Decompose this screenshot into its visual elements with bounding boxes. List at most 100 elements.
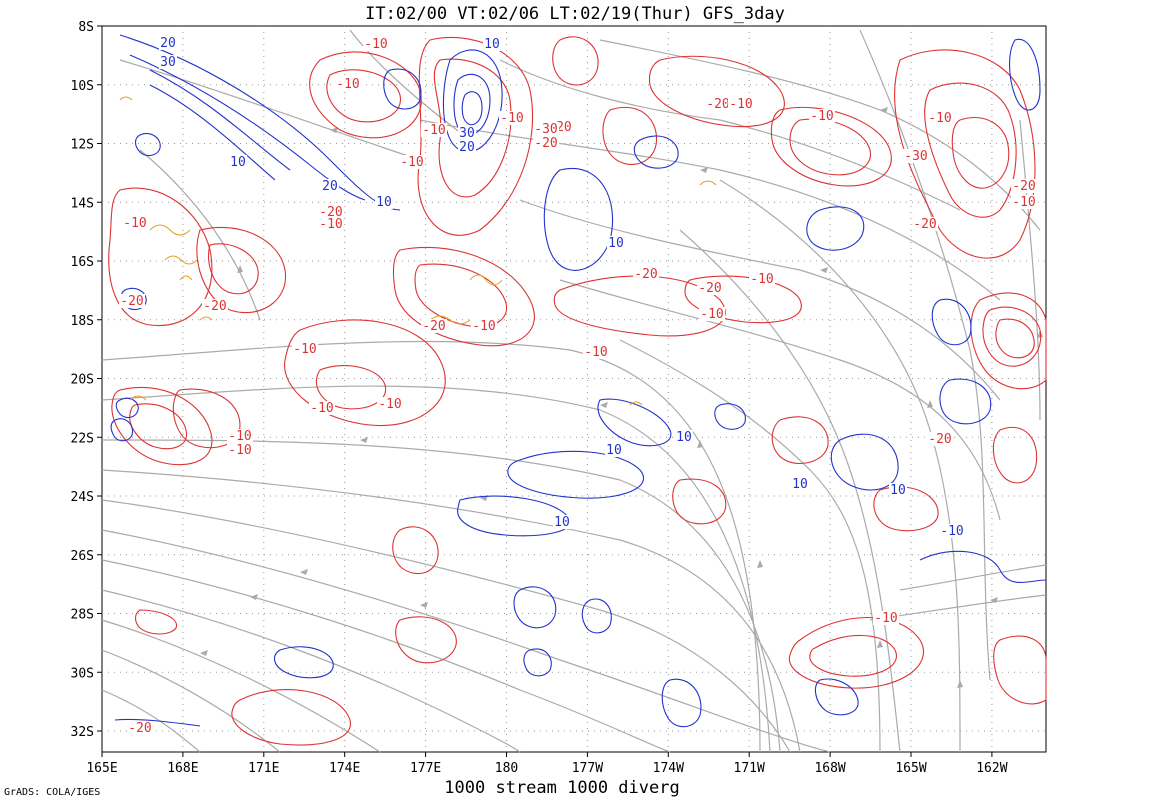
contour-label: -10 bbox=[584, 345, 607, 360]
longitude-label: 171E bbox=[248, 761, 279, 776]
contour-label-bg bbox=[809, 109, 835, 123]
contour-label: -20 bbox=[203, 299, 226, 314]
latitude-label: 22S bbox=[71, 431, 94, 446]
contour-label: -10 bbox=[310, 401, 333, 416]
contour-label: -10 bbox=[500, 111, 523, 126]
contour-label: -10 bbox=[123, 216, 146, 231]
latitude-label: 14S bbox=[71, 196, 94, 211]
contour-label: -10 bbox=[364, 37, 387, 52]
contour-label: -20 bbox=[422, 319, 445, 334]
contour-label: -10 bbox=[293, 342, 316, 357]
latitude-label: 30S bbox=[71, 666, 94, 681]
contour-label-bg bbox=[363, 37, 389, 51]
contour-label-bg bbox=[499, 111, 525, 125]
contour-label: -20 bbox=[706, 97, 729, 112]
contour-label: -20 bbox=[534, 136, 557, 151]
contour-label-bg bbox=[697, 281, 723, 295]
contour-label-bg bbox=[927, 111, 953, 125]
contour-label-bg bbox=[122, 216, 148, 230]
contour-label-bg bbox=[927, 432, 953, 446]
contour-label: 10 bbox=[554, 515, 570, 530]
contour-label: 10 bbox=[676, 430, 692, 445]
latitude-label: 8S bbox=[78, 20, 94, 35]
contour-label-bg bbox=[533, 136, 559, 150]
streamlines bbox=[101, 29, 1047, 753]
longitude-label: 174E bbox=[329, 761, 360, 776]
longitude-label: 174W bbox=[653, 761, 684, 776]
contour-label-bg bbox=[939, 524, 965, 538]
contour-label-bg bbox=[318, 205, 344, 219]
longitude-label: 168E bbox=[167, 761, 198, 776]
contour-label-bg bbox=[377, 397, 403, 411]
contour-label: -10 bbox=[928, 111, 951, 126]
contour-label-bg bbox=[227, 429, 253, 443]
plot-frame bbox=[101, 25, 1047, 753]
contour-label: -10 bbox=[1012, 195, 1035, 210]
contour-label: 10 bbox=[484, 37, 500, 52]
contour-label-bg bbox=[335, 77, 361, 91]
contour-label-bg bbox=[318, 217, 344, 231]
contour-label: -10 bbox=[422, 123, 445, 138]
contour-label: -20 bbox=[928, 432, 951, 447]
contour-label: 10 bbox=[608, 236, 624, 251]
longitude-label: 177E bbox=[410, 761, 441, 776]
contour-label: -10 bbox=[472, 319, 495, 334]
contour-label: -10 bbox=[336, 77, 359, 92]
contour-label-bg bbox=[471, 319, 497, 333]
contour-label-bg bbox=[699, 307, 725, 321]
latitude-label: 26S bbox=[71, 549, 94, 564]
contour-label: -10 bbox=[810, 109, 833, 124]
positive-divergence-contours bbox=[110, 34, 1047, 728]
contour-label: -20 bbox=[1012, 179, 1035, 194]
longitude-label: 177W bbox=[572, 761, 603, 776]
contour-label: 10 bbox=[890, 483, 906, 498]
longitude-label: 180 bbox=[495, 761, 518, 776]
contour-label-bg bbox=[728, 97, 754, 111]
contour-label-bg bbox=[1011, 179, 1037, 193]
longitude-label: 162W bbox=[976, 761, 1007, 776]
contour-label: -10 bbox=[228, 443, 251, 458]
contour-label-bg bbox=[903, 149, 929, 163]
contour-label-bg bbox=[421, 319, 447, 333]
contour-label: -20 bbox=[913, 217, 936, 232]
contour-label: 30 bbox=[459, 126, 475, 141]
contour-label-bg bbox=[675, 430, 693, 444]
latitude-label: 10S bbox=[71, 79, 94, 94]
contour-label-bg bbox=[375, 195, 393, 209]
contour-label: -30 bbox=[904, 149, 927, 164]
longitude-label: 165W bbox=[895, 761, 926, 776]
contour-label: -10 bbox=[750, 272, 773, 287]
negative-divergence-contours bbox=[108, 36, 1047, 746]
latitude-label: 20S bbox=[71, 373, 94, 388]
longitude-label: 171W bbox=[734, 761, 765, 776]
contour-label-bg bbox=[421, 123, 447, 137]
contour-label-bg bbox=[791, 477, 809, 491]
contour-label: -20 bbox=[319, 205, 342, 220]
contour-label-bg bbox=[749, 272, 775, 286]
contour-label-bg bbox=[458, 126, 476, 140]
contour-label-bg bbox=[533, 122, 559, 136]
software-credit: GrADS: COLA/IGES bbox=[4, 787, 100, 798]
map-caption: 1000 stream 1000 diverg bbox=[444, 778, 679, 798]
longitude-axis: 165E 168E 171E 174E 177E 180 177W 174W 171W 168W 1… bbox=[86, 752, 1008, 776]
contour-label: 20 bbox=[459, 140, 475, 155]
contour-label-bg bbox=[202, 299, 228, 313]
map-title: IT:02/00 VT:02/06 LT:02/19(Thur) GFS_3da… bbox=[365, 4, 785, 24]
latitude-label: 12S bbox=[71, 138, 94, 153]
contour-label-bg bbox=[159, 55, 177, 69]
contour-label-bg bbox=[399, 155, 425, 169]
contour-label-bg bbox=[483, 37, 501, 51]
contour-label: -10 bbox=[874, 611, 897, 626]
contour-label: -20 bbox=[634, 267, 657, 282]
contour-label: 10 bbox=[606, 443, 622, 458]
streamline-arrows bbox=[200, 107, 1043, 688]
contour-label-bg bbox=[458, 140, 476, 154]
latitude-label: 24S bbox=[71, 490, 94, 505]
longitude-label: 168W bbox=[814, 761, 845, 776]
contour-label: -20 bbox=[128, 721, 151, 736]
contour-label: -10 bbox=[319, 217, 342, 232]
contour-label-bg bbox=[321, 179, 339, 193]
latitude-label: 32S bbox=[71, 725, 94, 740]
contour-label-bg bbox=[309, 401, 335, 415]
